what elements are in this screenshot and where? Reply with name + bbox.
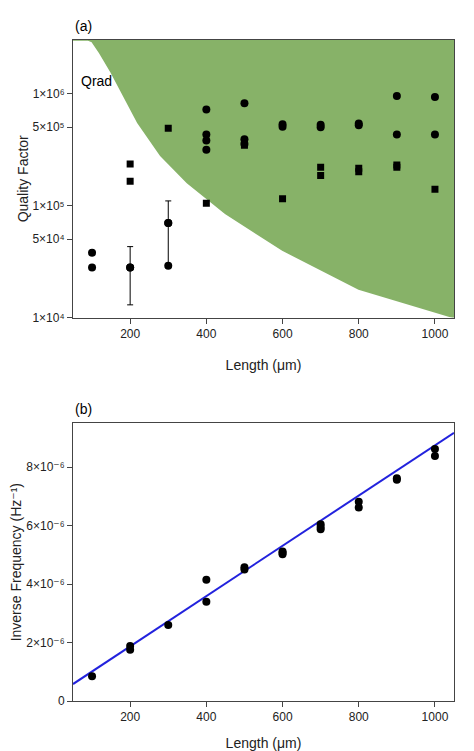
svg-text:Length (μm): Length (μm) [226,357,302,373]
svg-text:800: 800 [349,327,369,341]
svg-text:4×10⁻⁶: 4×10⁻⁶ [26,577,64,591]
svg-text:Length (μm): Length (μm) [226,735,302,751]
svg-text:400: 400 [196,327,216,341]
svg-text:(a): (a) [75,18,92,34]
svg-text:600: 600 [273,327,293,341]
svg-text:600: 600 [273,710,293,724]
svg-text:2×10⁻⁶: 2×10⁻⁶ [26,636,64,650]
svg-text:200: 200 [120,327,140,341]
svg-text:1×10⁵: 1×10⁵ [33,199,65,213]
svg-text:200: 200 [120,710,140,724]
svg-text:5×10⁵: 5×10⁵ [33,120,65,134]
svg-text:400: 400 [196,710,216,724]
svg-text:800: 800 [349,710,369,724]
svg-text:Quality Factor: Quality Factor [15,135,31,222]
svg-text:0: 0 [58,694,65,708]
svg-text:1000: 1000 [422,710,449,724]
svg-text:8×10⁻⁶: 8×10⁻⁶ [26,460,64,474]
svg-text:1000: 1000 [422,327,449,341]
svg-text:6×10⁻⁶: 6×10⁻⁶ [26,519,64,533]
svg-text:5×10⁴: 5×10⁴ [32,232,64,246]
svg-text:1×10⁴: 1×10⁴ [32,311,64,325]
svg-text:Qrad: Qrad [81,73,112,89]
svg-text:Inverse Frequency (Hz⁻¹): Inverse Frequency (Hz⁻¹) [8,483,24,641]
svg-text:(b): (b) [75,401,92,417]
svg-text:1×10⁶: 1×10⁶ [33,87,65,101]
